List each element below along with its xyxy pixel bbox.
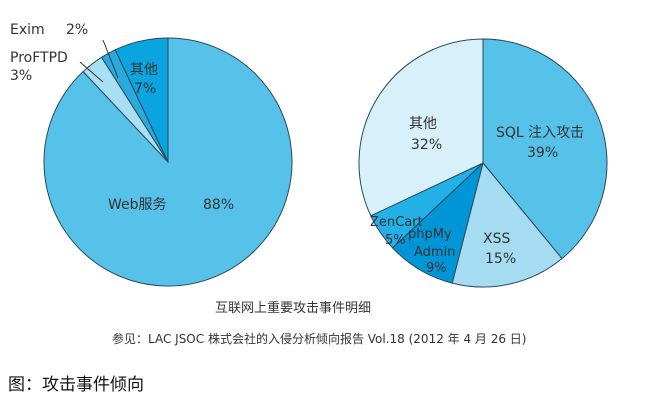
label-right-other: 其他	[409, 116, 437, 132]
value-xss: 15%	[485, 251, 516, 267]
right-slice-4	[358, 38, 484, 217]
value-sql: 39%	[527, 145, 558, 161]
right-slice-0	[482, 38, 608, 260]
label-web: Web服务	[108, 197, 167, 213]
source-note: 参见：LAC JSOC 株式会社的入侵分析倾向报告 Vol.18 (2012 年…	[112, 331, 527, 346]
label-zencart: ZenCart	[370, 215, 423, 230]
value-right-other: 32%	[411, 137, 442, 153]
leader-line-proftpd	[79, 61, 104, 83]
value-web: 88%	[203, 197, 234, 213]
leader-line-exim	[102, 39, 119, 79]
right-slice-1	[451, 161, 563, 288]
label-exim: Exim	[10, 22, 45, 38]
label-xss: XSS	[483, 231, 510, 247]
value-exim: 2%	[66, 22, 88, 38]
label-phpmyadmin-1: phpMy	[408, 227, 452, 242]
figure-caption: 图：攻击事件倾向	[8, 375, 144, 395]
label-phpmyadmin-2: Admin	[414, 245, 455, 260]
chart-subtitle: 互联网上重要攻击事件明细	[215, 300, 371, 316]
label-proftpd: ProFTPD	[10, 50, 68, 66]
value-proftpd: 3%	[10, 68, 32, 84]
value-phpmyadmin: 9%	[426, 261, 447, 276]
left-slice-3	[114, 37, 169, 163]
left-pie-chart	[43, 37, 293, 287]
label-left-other: 其他	[130, 62, 158, 78]
label-sql: SQL 注入攻击	[496, 125, 584, 141]
value-left-other: 7%	[134, 81, 156, 97]
value-zencart: 5%	[385, 233, 406, 248]
right-pie-chart	[358, 38, 608, 288]
